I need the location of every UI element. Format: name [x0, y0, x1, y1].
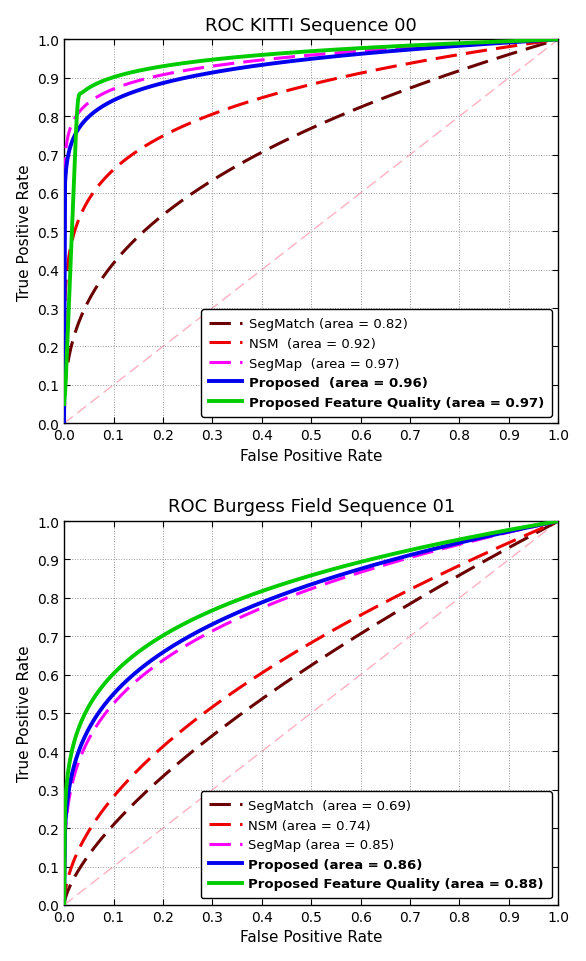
SegMatch  (area = 0.69)	[355, 629, 362, 641]
X-axis label: False Positive Rate: False Positive Rate	[240, 929, 383, 945]
Proposed  (area = 0.96)	[60, 418, 67, 430]
SegMap  (area = 0.97)	[355, 46, 362, 58]
SegMap  (area = 0.97)	[295, 51, 302, 62]
Line: Proposed (area = 0.86): Proposed (area = 0.86)	[64, 522, 558, 905]
Y-axis label: True Positive Rate: True Positive Rate	[16, 645, 32, 781]
Proposed Feature Quality (area = 0.88)	[543, 518, 550, 530]
Proposed (area = 0.86)	[555, 516, 562, 528]
Proposed Feature Quality (area = 0.88)	[555, 516, 562, 528]
Proposed  (area = 0.96)	[328, 52, 335, 63]
Line: SegMatch (area = 0.82): SegMatch (area = 0.82)	[64, 40, 558, 424]
Proposed (area = 0.86)	[60, 899, 67, 911]
SegMatch (area = 0.82)	[60, 418, 67, 430]
SegMatch (area = 0.82)	[298, 128, 305, 139]
Proposed Feature Quality (area = 0.97)	[328, 45, 335, 57]
NSM (area = 0.74)	[466, 555, 473, 567]
Proposed Feature Quality (area = 0.97)	[295, 47, 302, 59]
Proposed Feature Quality (area = 0.88)	[328, 564, 335, 576]
Line: Proposed Feature Quality (area = 0.88): Proposed Feature Quality (area = 0.88)	[64, 522, 558, 905]
Proposed (area = 0.86)	[295, 583, 302, 595]
Proposed Feature Quality (area = 0.97)	[60, 399, 67, 410]
NSM  (area = 0.92)	[298, 82, 305, 93]
Proposed Feature Quality (area = 0.88)	[355, 557, 362, 569]
Line: SegMatch  (area = 0.69): SegMatch (area = 0.69)	[64, 522, 558, 905]
Proposed (area = 0.86)	[298, 582, 305, 594]
Line: Proposed Feature Quality (area = 0.97): Proposed Feature Quality (area = 0.97)	[64, 40, 558, 405]
SegMap  (area = 0.97)	[555, 35, 562, 46]
NSM  (area = 0.92)	[466, 48, 473, 60]
SegMap (area = 0.85)	[328, 577, 335, 588]
Proposed Feature Quality (area = 0.97)	[555, 35, 562, 46]
Proposed Feature Quality (area = 0.88)	[466, 532, 473, 544]
NSM  (area = 0.92)	[543, 37, 550, 48]
NSM (area = 0.74)	[355, 611, 362, 623]
Line: Proposed  (area = 0.96): Proposed (area = 0.96)	[64, 40, 558, 424]
SegMatch (area = 0.82)	[328, 114, 335, 126]
SegMatch (area = 0.82)	[295, 129, 302, 140]
Legend: SegMatch  (area = 0.69), NSM (area = 0.74), SegMap (area = 0.85), Proposed (area: SegMatch (area = 0.69), NSM (area = 0.74…	[201, 791, 552, 899]
SegMatch  (area = 0.69)	[328, 647, 335, 658]
SegMatch (area = 0.82)	[543, 38, 550, 50]
SegMatch  (area = 0.69)	[60, 899, 67, 911]
Proposed  (area = 0.96)	[543, 36, 550, 47]
NSM  (area = 0.92)	[60, 418, 67, 430]
SegMatch  (area = 0.69)	[555, 516, 562, 528]
SegMatch (area = 0.82)	[555, 35, 562, 46]
SegMap (area = 0.85)	[466, 536, 473, 548]
Proposed (area = 0.86)	[355, 564, 362, 576]
Proposed  (area = 0.96)	[355, 49, 362, 61]
Title: ROC Burgess Field Sequence 01: ROC Burgess Field Sequence 01	[168, 498, 455, 516]
SegMap (area = 0.85)	[355, 568, 362, 579]
Line: SegMap (area = 0.85): SegMap (area = 0.85)	[64, 522, 558, 905]
NSM (area = 0.74)	[328, 626, 335, 637]
NSM (area = 0.74)	[295, 645, 302, 656]
Proposed Feature Quality (area = 0.88)	[298, 573, 305, 584]
SegMap (area = 0.85)	[555, 516, 562, 528]
NSM  (area = 0.92)	[355, 69, 362, 81]
SegMap  (area = 0.97)	[298, 51, 305, 62]
Legend: SegMatch (area = 0.82), NSM  (area = 0.92), SegMap  (area = 0.97), Proposed  (ar: SegMatch (area = 0.82), NSM (area = 0.92…	[201, 310, 552, 417]
SegMap (area = 0.85)	[60, 899, 67, 911]
Proposed Feature Quality (area = 0.97)	[355, 43, 362, 55]
Line: NSM (area = 0.74): NSM (area = 0.74)	[64, 522, 558, 905]
Proposed Feature Quality (area = 0.97)	[298, 47, 305, 59]
Proposed Feature Quality (area = 0.97)	[466, 38, 473, 50]
NSM (area = 0.74)	[60, 899, 67, 911]
SegMap  (area = 0.97)	[543, 36, 550, 47]
SegMatch  (area = 0.69)	[295, 668, 302, 679]
Proposed (area = 0.86)	[543, 518, 550, 530]
NSM  (area = 0.92)	[295, 83, 302, 94]
NSM (area = 0.74)	[298, 643, 305, 654]
Proposed  (area = 0.96)	[298, 55, 305, 66]
SegMatch (area = 0.82)	[466, 62, 473, 74]
NSM  (area = 0.92)	[555, 35, 562, 46]
Proposed  (area = 0.96)	[295, 56, 302, 67]
NSM  (area = 0.92)	[328, 75, 335, 86]
Y-axis label: True Positive Rate: True Positive Rate	[16, 163, 32, 300]
SegMap (area = 0.85)	[298, 587, 305, 599]
Proposed Feature Quality (area = 0.97)	[543, 35, 550, 46]
SegMatch  (area = 0.69)	[298, 666, 305, 678]
Line: NSM  (area = 0.92): NSM (area = 0.92)	[64, 40, 558, 424]
SegMap  (area = 0.97)	[328, 48, 335, 60]
SegMap (area = 0.85)	[295, 588, 302, 600]
Proposed Feature Quality (area = 0.88)	[295, 574, 302, 585]
NSM (area = 0.74)	[555, 516, 562, 528]
SegMap  (area = 0.97)	[466, 39, 473, 51]
SegMatch (area = 0.82)	[355, 103, 362, 114]
Proposed (area = 0.86)	[328, 573, 335, 584]
SegMap  (area = 0.97)	[60, 418, 67, 430]
Proposed  (area = 0.96)	[555, 35, 562, 46]
Proposed Feature Quality (area = 0.88)	[60, 899, 67, 911]
Title: ROC KITTI Sequence 00: ROC KITTI Sequence 00	[205, 16, 417, 35]
SegMatch  (area = 0.69)	[466, 564, 473, 576]
Line: SegMap  (area = 0.97): SegMap (area = 0.97)	[64, 40, 558, 424]
Proposed  (area = 0.96)	[466, 40, 473, 52]
Proposed (area = 0.86)	[466, 535, 473, 547]
NSM (area = 0.74)	[543, 521, 550, 532]
X-axis label: False Positive Rate: False Positive Rate	[240, 448, 383, 463]
SegMatch  (area = 0.69)	[543, 522, 550, 533]
SegMap (area = 0.85)	[543, 518, 550, 530]
